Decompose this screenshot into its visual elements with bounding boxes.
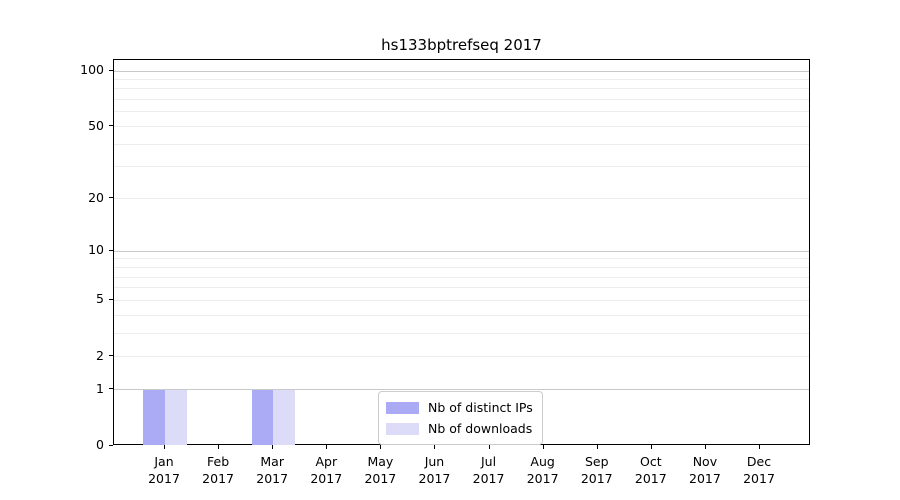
legend-item-downloads: Nb of downloads — [386, 420, 533, 437]
gridline-y-90 — [114, 78, 809, 80]
legend-label-distinct-ips: Nb of distinct IPs — [428, 400, 533, 415]
gridline-y-2 — [114, 356, 809, 358]
bar-jan-2017-series0 — [143, 389, 165, 445]
gridline-y-4 — [114, 314, 809, 316]
x-tick-mark-3 — [272, 445, 274, 449]
gridline-y-3 — [114, 332, 809, 334]
y-tick-label-5: 5 — [96, 291, 104, 307]
x-tick-mark-6 — [434, 445, 436, 449]
x-tick-mark-5 — [380, 445, 382, 449]
legend-swatch-downloads — [386, 422, 419, 435]
x-tick-label-nov: Nov 2017 — [689, 454, 721, 486]
gridline-y-5 — [114, 299, 809, 301]
y-tick-label-50: 50 — [88, 117, 104, 133]
x-tick-mark-11 — [704, 445, 706, 449]
y-tick-mark-2 — [109, 355, 113, 357]
x-tick-label-jun: Jun 2017 — [418, 454, 451, 486]
y-tick-label-100: 100 — [80, 62, 104, 77]
y-tick-label-20: 20 — [88, 189, 104, 205]
x-tick-label-oct: Oct 2017 — [634, 454, 667, 486]
chart-title: hs133bptrefseq 2017 — [381, 36, 542, 54]
gridline-y-6 — [114, 287, 809, 289]
x-tick-mark-9 — [596, 445, 598, 449]
x-tick-label-jan: Jan 2017 — [148, 454, 180, 486]
x-tick-mark-2 — [218, 445, 220, 449]
x-tick-label-feb: Feb 2017 — [202, 454, 234, 486]
y-tick-mark-50 — [109, 125, 113, 127]
x-tick-label-dec: Dec 2017 — [743, 454, 775, 486]
y-tick-mark-100 — [109, 69, 113, 71]
bar-mar-2017-series1 — [273, 389, 295, 445]
gridline-y-70 — [114, 99, 809, 101]
legend-label-downloads: Nb of downloads — [428, 421, 533, 436]
gridline-y-100 — [114, 70, 809, 72]
gridline-y-10 — [114, 250, 809, 252]
gridline-y-9 — [114, 258, 809, 260]
y-tick-mark-1 — [109, 388, 113, 390]
y-tick-label-10: 10 — [88, 242, 104, 258]
x-tick-label-aug: Aug 2017 — [526, 454, 559, 486]
x-tick-mark-12 — [759, 445, 760, 449]
y-tick-mark-10 — [109, 249, 113, 251]
gridline-y-40 — [114, 143, 809, 145]
gridline-y-50 — [114, 126, 809, 128]
gridline-y-8 — [114, 266, 809, 268]
x-tick-label-sep: Sep 2017 — [580, 454, 613, 486]
x-tick-mark-4 — [326, 445, 328, 449]
bar-jan-2017-series1 — [165, 389, 187, 445]
gridline-y-20 — [114, 198, 809, 200]
x-tick-label-apr: Apr 2017 — [310, 454, 343, 486]
x-tick-label-mar: Mar 2017 — [256, 454, 289, 486]
legend: Nb of distinct IPs Nb of downloads — [378, 391, 543, 445]
y-tick-mark-20 — [109, 197, 113, 199]
gridline-y-1 — [114, 389, 809, 391]
gridline-y-7 — [114, 276, 809, 278]
gridline-y-60 — [114, 111, 809, 113]
y-tick-mark-0 — [109, 444, 113, 446]
plot-area — [113, 59, 810, 445]
y-tick-label-1: 1 — [96, 380, 104, 396]
x-tick-mark-8 — [542, 445, 544, 449]
gridline-y-30 — [114, 166, 809, 168]
y-tick-label-0: 0 — [96, 437, 104, 452]
y-tick-label-2: 2 — [96, 347, 104, 363]
legend-item-distinct-ips: Nb of distinct IPs — [386, 399, 533, 416]
x-tick-mark-7 — [488, 445, 490, 449]
legend-swatch-distinct-ips — [386, 401, 419, 414]
x-tick-mark-1 — [164, 445, 165, 449]
x-tick-label-jul: Jul 2017 — [472, 454, 505, 486]
bar-mar-2017-series0 — [251, 389, 274, 445]
x-tick-label-may: May 2017 — [364, 454, 397, 486]
x-tick-mark-10 — [650, 445, 652, 449]
gridline-y-80 — [114, 88, 809, 90]
y-tick-mark-5 — [109, 298, 113, 300]
